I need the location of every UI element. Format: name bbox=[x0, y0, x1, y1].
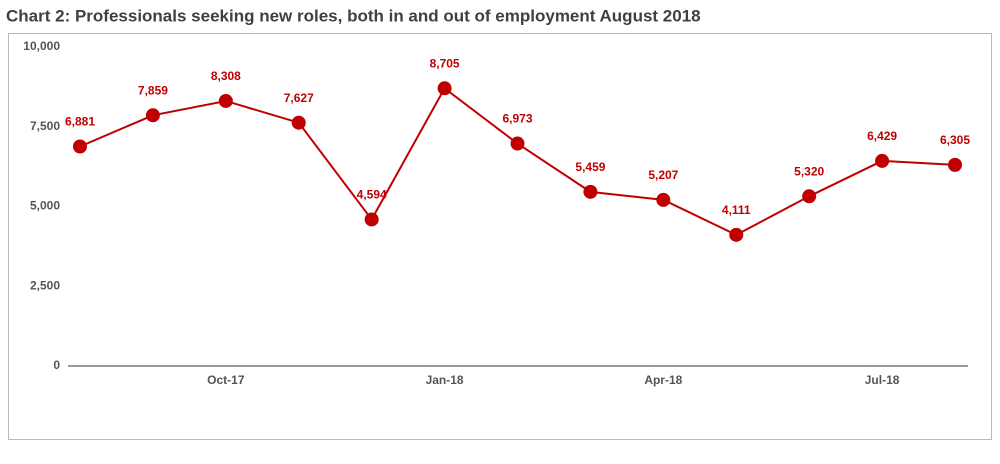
data-point bbox=[145, 108, 160, 123]
data-point bbox=[218, 93, 233, 108]
data-point bbox=[729, 227, 744, 242]
data-point bbox=[437, 81, 452, 96]
data-label: 7,859 bbox=[138, 83, 168, 97]
series-line bbox=[79, 86, 956, 236]
data-label: 5,320 bbox=[794, 164, 824, 178]
y-tick-label: 7,500 bbox=[30, 119, 60, 133]
y-tick-label: 0 bbox=[53, 358, 60, 372]
chart-title: Chart 2: Professionals seeking new roles… bbox=[6, 6, 701, 25]
y-tick-label: 10,000 bbox=[23, 39, 60, 53]
data-point bbox=[510, 136, 525, 151]
data-label: 6,881 bbox=[65, 115, 95, 129]
data-point bbox=[364, 212, 379, 227]
x-tick-label: Oct-17 bbox=[207, 373, 245, 387]
data-label: 8,705 bbox=[430, 56, 460, 70]
y-tick-label: 5,000 bbox=[30, 199, 60, 213]
data-point bbox=[656, 192, 671, 207]
x-tick-label: Apr-18 bbox=[644, 373, 682, 387]
chart-frame bbox=[8, 33, 992, 440]
data-point bbox=[73, 139, 87, 154]
data-label: 6,973 bbox=[502, 112, 532, 126]
data-point bbox=[583, 184, 598, 199]
data-label: 7,627 bbox=[284, 91, 314, 105]
data-label: 6,305 bbox=[940, 133, 970, 147]
y-tick-label: 2,500 bbox=[30, 278, 60, 292]
data-label: 6,429 bbox=[867, 129, 897, 143]
data-label: 8,308 bbox=[211, 69, 241, 83]
data-label: 4,111 bbox=[722, 203, 751, 217]
data-label: 5,459 bbox=[575, 160, 605, 174]
data-label: 4,594 bbox=[357, 188, 387, 202]
data-point bbox=[875, 153, 890, 168]
x-tick-label: Jul-18 bbox=[865, 373, 900, 387]
data-point bbox=[291, 115, 306, 130]
data-point bbox=[948, 157, 962, 172]
data-point bbox=[802, 189, 817, 204]
x-tick-label: Jan-18 bbox=[426, 373, 464, 387]
data-label: 5,207 bbox=[648, 168, 678, 182]
